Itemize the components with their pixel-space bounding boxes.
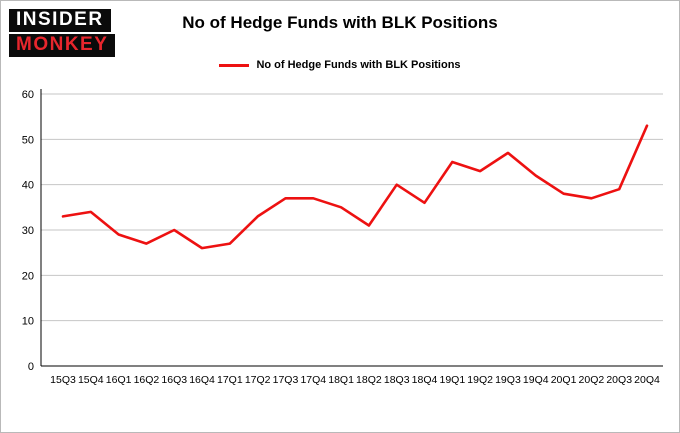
x-tick-label: 20Q2 xyxy=(579,374,605,386)
y-tick-label: 50 xyxy=(22,134,34,146)
insider-monkey-logo: INSIDER MONKEY xyxy=(9,9,116,57)
x-tick-label: 20Q3 xyxy=(606,374,632,386)
x-tick-label: 17Q4 xyxy=(300,374,326,386)
legend-label: No of Hedge Funds with BLK Positions xyxy=(256,59,461,71)
title-area: No of Hedge Funds with BLK Positions xyxy=(1,13,679,33)
y-tick-label: 0 xyxy=(28,361,34,373)
y-tick-label: 40 xyxy=(22,180,34,192)
x-tick-label: 18Q3 xyxy=(384,374,410,386)
logo-text-monkey: MONKEY xyxy=(9,33,116,57)
x-tick-label: 16Q2 xyxy=(134,374,160,386)
y-tick-label: 60 xyxy=(22,89,34,101)
chart-legend: No of Hedge Funds with BLK Positions xyxy=(1,59,679,71)
x-tick-label: 18Q2 xyxy=(356,374,382,386)
x-tick-label: 15Q4 xyxy=(78,374,104,386)
x-tick-label: 17Q2 xyxy=(245,374,271,386)
x-tick-label: 20Q4 xyxy=(634,374,660,386)
x-tick-label: 16Q4 xyxy=(189,374,215,386)
x-tick-label: 18Q1 xyxy=(328,374,354,386)
x-tick-label: 16Q1 xyxy=(106,374,132,386)
x-tick-label: 19Q2 xyxy=(467,374,493,386)
logo-text-insider: INSIDER xyxy=(9,9,111,32)
y-tick-label: 20 xyxy=(22,270,34,282)
chart-title: No of Hedge Funds with BLK Positions xyxy=(182,13,498,32)
y-tick-label: 10 xyxy=(22,316,34,328)
x-tick-label: 17Q1 xyxy=(217,374,243,386)
x-tick-label: 19Q3 xyxy=(495,374,521,386)
x-tick-label: 18Q4 xyxy=(412,374,438,386)
x-tick-label: 19Q1 xyxy=(439,374,465,386)
y-tick-label: 30 xyxy=(22,225,34,237)
series-line xyxy=(61,124,649,250)
x-tick-label: 17Q3 xyxy=(273,374,299,386)
legend-line-swatch xyxy=(219,63,250,67)
x-tick-label: 20Q1 xyxy=(551,374,577,386)
x-tick-label: 15Q3 xyxy=(50,374,76,386)
x-tick-label: 19Q4 xyxy=(523,374,549,386)
x-tick-label: 16Q3 xyxy=(161,374,187,386)
